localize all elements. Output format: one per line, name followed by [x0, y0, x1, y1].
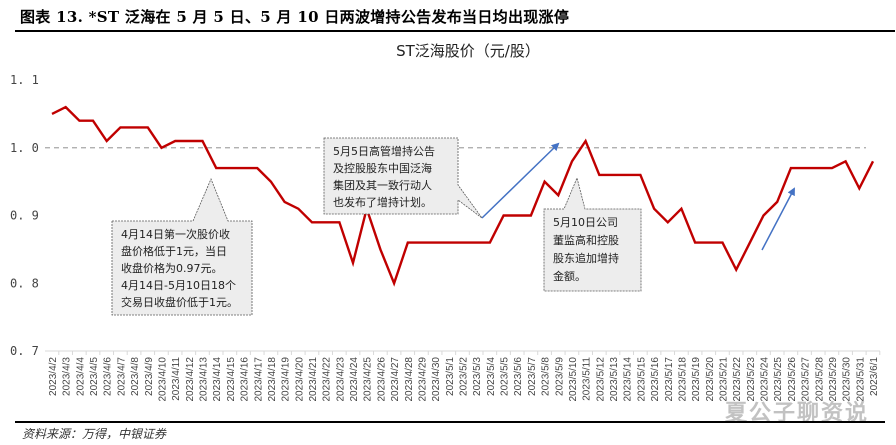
x-tick-label: 2023/5/13 — [609, 357, 620, 402]
x-tick-label: 2023/5/15 — [636, 357, 647, 402]
x-tick-label: 2023/4/19 — [281, 357, 292, 402]
callout-may5-shape — [323, 137, 483, 219]
x-tick-label: 2023/4/14 — [212, 357, 223, 402]
x-tick-label: 2023/5/31 — [855, 357, 866, 402]
x-tick-label: 2023/4/4 — [75, 357, 86, 396]
x-tick-label: 2023/5/11 — [582, 357, 593, 401]
y-tick-label: 0. 7 — [10, 344, 39, 358]
callout-line: 交易日收盘价低于1元。 — [121, 295, 238, 309]
x-tick-label: 2023/4/16 — [240, 357, 251, 402]
callout-line: 金额。 — [553, 269, 586, 283]
x-tick-label: 2023/5/8 — [541, 357, 552, 396]
x-tick-label: 2023/4/8 — [130, 357, 141, 396]
x-tick-label: 2023/5/24 — [760, 357, 771, 402]
x-tick-label: 2023/5/26 — [787, 357, 798, 402]
y-axis: 1. 1 1. 0 0. 9 0. 8 0. 7 — [10, 73, 39, 358]
x-tick-label: 2023/4/12 — [185, 357, 196, 402]
callout-line: 4月14日第一次股价收 — [121, 227, 230, 241]
y-tick-label: 1. 0 — [10, 141, 39, 155]
callout-line: 5月5日高管增持公告 — [333, 144, 435, 158]
source-note: 资料来源：万得，中银证券 — [22, 427, 167, 441]
x-tick-label: 2023/4/6 — [103, 357, 114, 396]
x-tick-label: 2023/4/17 — [253, 357, 264, 402]
x-tick-label: 2023/5/19 — [691, 357, 702, 402]
x-tick-label: 2023/5/18 — [677, 357, 688, 402]
x-tick-label: 2023/5/12 — [595, 357, 606, 402]
x-tick-label: 2023/5/2 — [459, 357, 470, 396]
x-tick-label: 2023/6/1 — [869, 357, 880, 396]
x-tick-label: 2023/4/2 — [48, 357, 59, 396]
up-arrow-icon — [761, 187, 795, 251]
x-tick-label: 2023/4/13 — [199, 357, 210, 402]
x-tick-label: 2023/4/7 — [116, 357, 127, 396]
x-axis-ticks: 2023/4/2 2023/4/3 2023/4/4 2023/4/5 2023/4/6… — [48, 351, 881, 402]
x-tick-label: 2023/4/18 — [267, 357, 278, 402]
callout-line: 董监高和控股 — [553, 233, 619, 247]
callout-line: 盘价格低于1元，当日 — [121, 244, 227, 258]
x-tick-label: 2023/5/7 — [527, 357, 538, 396]
x-tick-label: 2023/4/15 — [226, 357, 237, 402]
x-tick-label: 2023/4/30 — [431, 357, 442, 402]
x-tick-label: 2023/4/24 — [349, 357, 360, 402]
callout-line: 4月14日-5月10日18个 — [121, 279, 236, 292]
top-rule-divider — [15, 30, 895, 32]
x-tick-label: 2023/4/20 — [294, 357, 305, 402]
x-tick-label: 2023/4/25 — [363, 357, 374, 402]
x-tick-label: 2023/4/29 — [417, 357, 428, 402]
x-tick-label: 2023/5/1 — [445, 357, 456, 396]
x-tick-label: 2023/5/5 — [500, 357, 511, 396]
x-tick-label: 2023/4/21 — [308, 357, 319, 402]
x-tick-label: 2023/4/11 — [171, 357, 182, 401]
x-tick-label: 2023/5/28 — [814, 357, 825, 402]
y-tick-label: 1. 1 — [10, 73, 39, 87]
y-tick-label: 0. 8 — [10, 276, 39, 290]
x-tick-label: 2023/4/9 — [144, 357, 155, 396]
callout-line: 集团及其一致行动人 — [333, 178, 432, 192]
callout-line: 及控股股东中国泛海 — [333, 161, 432, 175]
x-tick-label: 2023/5/20 — [705, 357, 716, 402]
callout-line: 收盘价格为0.97元。 — [121, 261, 223, 275]
x-tick-label: 2023/4/27 — [390, 357, 401, 402]
callout-line: 股东追加增持 — [553, 251, 619, 265]
x-tick-label: 2023/4/22 — [322, 357, 333, 402]
x-tick-label: 2023/4/23 — [335, 357, 346, 402]
callout-apr14-shape — [111, 177, 253, 316]
bottom-rule-divider — [15, 421, 885, 423]
x-tick-label: 2023/5/4 — [486, 357, 497, 396]
x-tick-label: 2023/4/5 — [89, 357, 100, 396]
chart-title: ST泛海股价（元/股） — [396, 42, 540, 60]
x-tick-label: 2023/4/10 — [157, 357, 168, 402]
x-tick-label: 2023/5/27 — [801, 357, 812, 402]
x-tick-label: 2023/5/14 — [623, 357, 634, 402]
x-tick-label: 2023/5/10 — [568, 357, 579, 402]
callout-may10-shape — [543, 176, 642, 292]
callout-line: 5月10日公司 — [553, 216, 618, 229]
x-tick-label: 2023/5/23 — [746, 357, 757, 402]
x-tick-label: 2023/4/3 — [62, 357, 73, 396]
x-tick-label: 2023/5/21 — [718, 357, 729, 402]
figure-title: 图表 13. *ST 泛海在 5 月 5 日、5 月 10 日两波增持公告发布当… — [20, 8, 570, 26]
x-tick-label: 2023/5/22 — [732, 357, 743, 402]
price-line — [51, 105, 875, 287]
x-tick-label: 2023/4/28 — [404, 357, 415, 402]
up-arrow-icon — [481, 142, 560, 219]
callout-line: 也发布了增持计划。 — [333, 195, 432, 209]
x-tick-label: 2023/5/6 — [513, 357, 524, 396]
x-tick-label: 2023/5/17 — [664, 357, 675, 402]
x-tick-label: 2023/5/25 — [773, 357, 784, 402]
x-tick-label: 2023/4/26 — [376, 357, 387, 402]
x-tick-label: 2023/5/29 — [828, 357, 839, 402]
x-tick-label: 2023/5/9 — [554, 357, 565, 396]
x-tick-label: 2023/5/16 — [650, 357, 661, 402]
y-tick-label: 0. 9 — [10, 209, 39, 223]
x-tick-label: 2023/5/30 — [842, 357, 853, 402]
x-tick-label: 2023/5/3 — [472, 357, 483, 396]
